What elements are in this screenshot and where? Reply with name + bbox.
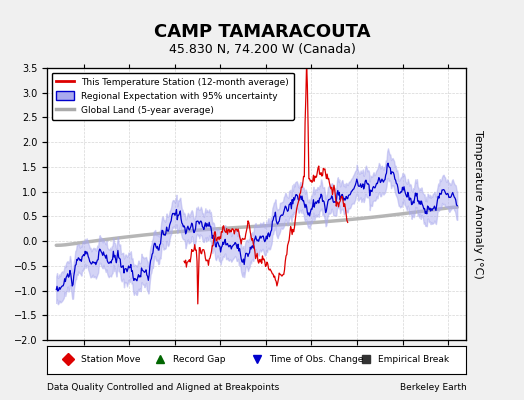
Text: 45.830 N, 74.200 W (Canada): 45.830 N, 74.200 W (Canada) — [169, 44, 355, 56]
Text: Empirical Break: Empirical Break — [378, 355, 450, 364]
Text: Time of Obs. Change: Time of Obs. Change — [269, 355, 364, 364]
Text: CAMP TAMARACOUTA: CAMP TAMARACOUTA — [154, 23, 370, 41]
Text: Record Gap: Record Gap — [173, 355, 225, 364]
Text: Berkeley Earth: Berkeley Earth — [400, 383, 466, 392]
Y-axis label: Temperature Anomaly (°C): Temperature Anomaly (°C) — [473, 130, 483, 278]
Text: Station Move: Station Move — [81, 355, 140, 364]
Legend: This Temperature Station (12-month average), Regional Expectation with 95% uncer: This Temperature Station (12-month avera… — [52, 72, 294, 120]
Text: Data Quality Controlled and Aligned at Breakpoints: Data Quality Controlled and Aligned at B… — [47, 383, 279, 392]
